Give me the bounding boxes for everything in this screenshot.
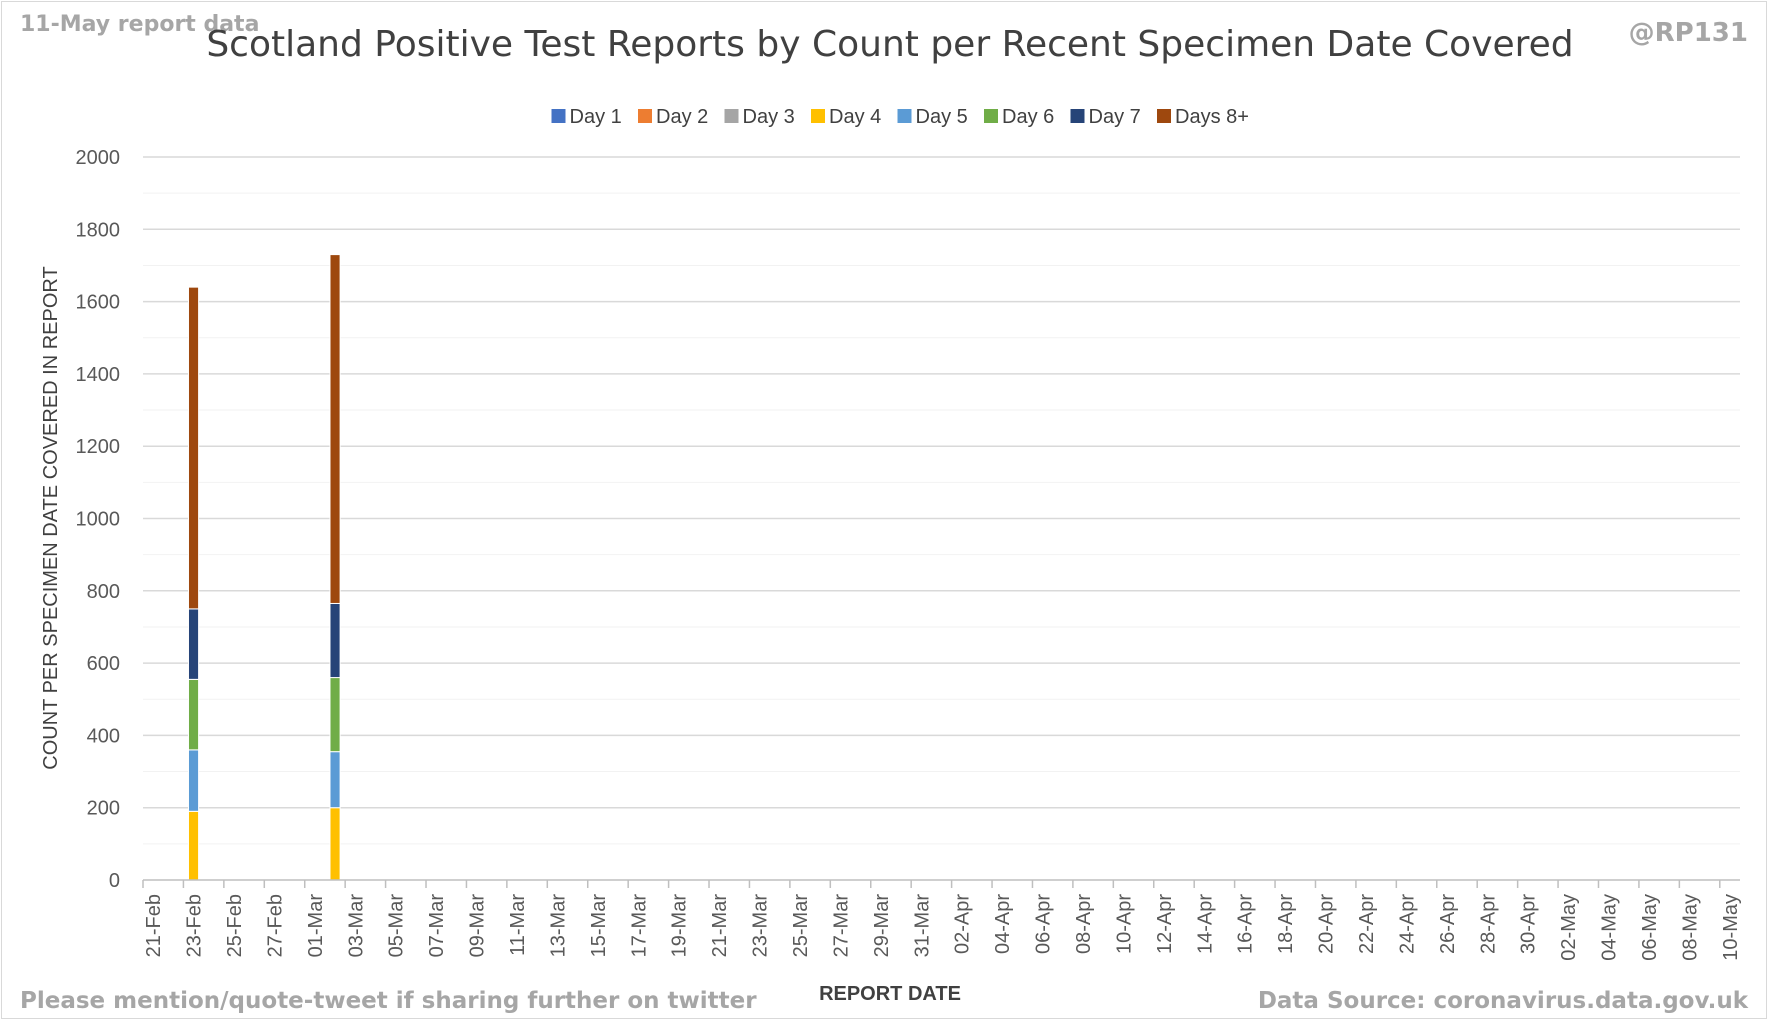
x-tick-label: 25-Mar: [790, 894, 812, 958]
y-tick-label: 400: [87, 725, 120, 747]
bar-segment-day-7: [187, 608, 200, 680]
y-tick-label: 1600: [76, 292, 121, 314]
y-axis-title: COUNT PER SPECIMEN DATE COVERED IN REPOR…: [40, 266, 62, 769]
x-tick-label: 16-Apr: [1235, 894, 1257, 954]
x-tick-label: 14-Apr: [1194, 894, 1216, 954]
x-tick-label: 01-Mar: [305, 894, 327, 958]
x-tick-label: 23-Feb: [184, 894, 206, 957]
bar-segment-day-5: [329, 751, 341, 809]
bar-segment-days-8: [329, 254, 341, 604]
x-tick-label: 27-Feb: [264, 894, 286, 957]
x-tick-label: 17-Mar: [628, 894, 650, 958]
x-tick-label: 08-Apr: [1073, 894, 1095, 954]
legend-swatch: [897, 109, 912, 123]
y-tick-label: 200: [87, 798, 120, 820]
x-tick-label: 24-Apr: [1396, 894, 1418, 954]
x-tick-label: 03-Mar: [345, 894, 367, 958]
y-tick-label: 1000: [76, 509, 121, 531]
y-tick-label: 1400: [76, 364, 121, 386]
legend-label: Day 2: [656, 106, 708, 128]
x-tick-label: 08-May: [1679, 894, 1701, 961]
y-tick-label: 800: [87, 581, 120, 603]
x-tick-label: 15-Mar: [588, 894, 610, 958]
legend-label: Day 4: [829, 106, 881, 128]
bar-segment-day-4: [187, 810, 200, 881]
x-tick-label: 21-Mar: [709, 894, 731, 958]
legend-swatch: [984, 109, 998, 123]
bars: [187, 254, 341, 881]
legend-swatch: [551, 109, 566, 123]
y-tick-label: 0: [109, 870, 120, 892]
bar-segment-day-7: [329, 602, 341, 679]
legend-label: Day 5: [916, 106, 968, 128]
data-source-note: Data Source: coronavirus.data.gov.uk: [1257, 988, 1748, 1014]
x-tick-label: 10-Apr: [1113, 894, 1135, 954]
legend-swatch: [811, 109, 825, 123]
x-tick-label: 11-Mar: [507, 894, 529, 956]
x-tick-label: 27-Mar: [830, 894, 852, 958]
y-tick-label: 1800: [76, 219, 121, 241]
legend-label: Day 1: [570, 106, 622, 128]
x-tick-label: 02-May: [1558, 894, 1580, 961]
bar-segment-day-4: [329, 807, 341, 881]
legend: Day 1 Day 2 Day 3 Day 4 Day 5 Day 6 Day 7 Days …: [551, 106, 1249, 128]
legend-label: Day 7: [1089, 106, 1141, 128]
legend-label: Day 3: [743, 106, 795, 128]
bar-segment-day-6: [329, 677, 341, 753]
legend-swatch: [1070, 109, 1085, 123]
legend-swatch: [638, 109, 652, 123]
x-tick-label: 28-Apr: [1477, 894, 1499, 954]
legend-swatch: [724, 109, 739, 123]
x-tick-label: 02-Apr: [952, 894, 974, 954]
bar-segment-day-5: [187, 749, 200, 812]
x-tick-label: 04-May: [1599, 894, 1621, 961]
bar-segment-day-6: [187, 678, 200, 751]
axes: 0 200 400 600 800 1000 1200 1400 1600 1800 2000 21-…: [76, 147, 1742, 961]
x-tick-label: 04-Apr: [992, 894, 1014, 954]
x-tick-label: 21-Feb: [143, 894, 165, 957]
y-tick-label: 600: [87, 653, 120, 675]
x-tick-label: 20-Apr: [1316, 894, 1338, 954]
x-tick-label: 29-Mar: [871, 894, 893, 958]
chart-title: Scotland Positive Test Reports by Count …: [206, 24, 1574, 65]
x-axis-title: REPORT DATE: [819, 983, 961, 1005]
legend-label: Day 6: [1002, 106, 1054, 128]
bar-segment-days-8: [187, 286, 200, 610]
x-tick-label: 25-Feb: [224, 894, 246, 957]
x-tick-label: 19-Mar: [669, 894, 691, 958]
x-tick-label: 12-Apr: [1154, 894, 1176, 954]
y-tick-label: 1200: [76, 436, 121, 458]
x-tick-label: 22-Apr: [1356, 894, 1378, 954]
x-tick-label: 26-Apr: [1437, 894, 1459, 954]
x-tick-label: 07-Mar: [426, 894, 448, 958]
legend-label: Days 8+: [1175, 106, 1249, 128]
gridlines: [143, 156, 1740, 845]
x-tick-label: 10-May: [1720, 894, 1742, 961]
report-date-note: 11-May report data: [20, 12, 260, 37]
legend-swatch: [1157, 109, 1171, 123]
x-tick-label: 31-Mar: [911, 894, 933, 958]
x-tick-label: 09-Mar: [467, 894, 489, 958]
author-handle: @RP131: [1628, 18, 1748, 48]
x-tick-label: 13-Mar: [547, 894, 569, 958]
x-tick-label: 06-May: [1639, 894, 1661, 961]
share-note: Please mention/quote-tweet if sharing fu…: [20, 988, 757, 1014]
x-tick-label: 06-Apr: [1033, 894, 1055, 954]
x-tick-label: 30-Apr: [1518, 894, 1540, 954]
x-tick-label: 18-Apr: [1275, 894, 1297, 954]
x-tick-label: 23-Mar: [750, 894, 772, 958]
y-tick-label: 2000: [76, 147, 121, 169]
x-tick-label: 05-Mar: [386, 894, 408, 958]
